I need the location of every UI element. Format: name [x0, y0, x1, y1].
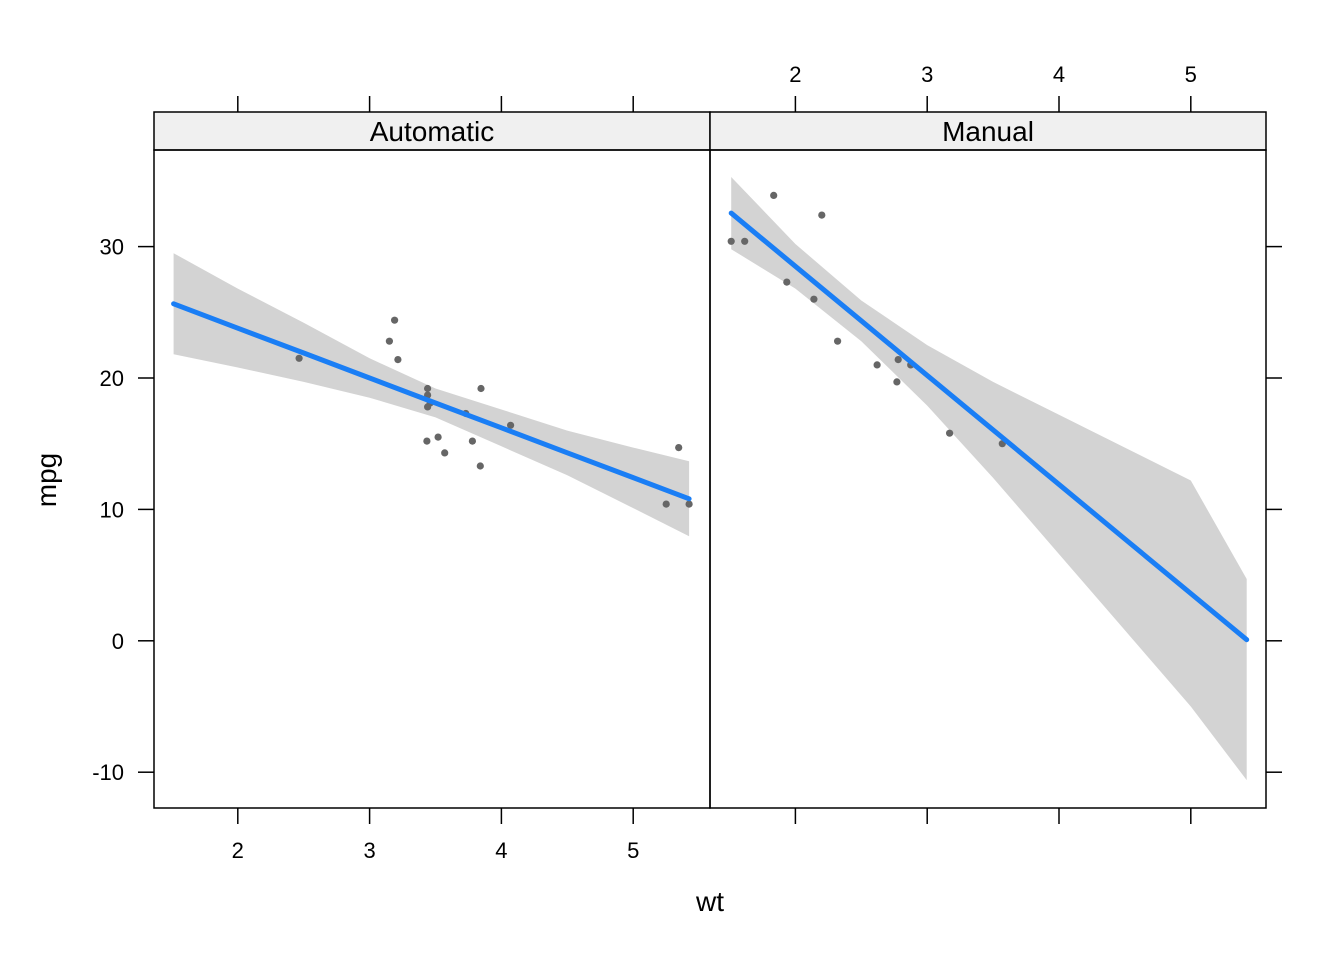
data-point: [391, 316, 399, 324]
data-point: [818, 211, 826, 219]
data-point: [441, 449, 449, 457]
data-point: [946, 429, 954, 437]
data-point: [434, 433, 442, 441]
axes: 2 2 3 3 4 4 5 5 -10 0 10 20 30: [92, 62, 1282, 863]
x-tick-label: 5: [627, 838, 639, 863]
x-axis-title: wt: [695, 886, 724, 917]
data-point: [424, 384, 432, 393]
data-point: [783, 278, 791, 286]
x-tick-label: 3: [921, 62, 933, 87]
x-tick-label: 3: [363, 838, 375, 863]
data-point: [476, 462, 484, 470]
strip-label: Automatic: [370, 116, 495, 147]
confidence-band: [173, 253, 690, 537]
fit-line: [728, 210, 1250, 643]
x-tick-label: 5: [1185, 62, 1197, 87]
confidence-band: [731, 177, 1247, 781]
panel-plot-area: [727, 177, 1250, 781]
data-point: [727, 237, 735, 245]
data-point: [423, 437, 431, 445]
x-tick-label: 4: [1053, 62, 1065, 87]
y-tick-label: 30: [100, 235, 124, 260]
panel-border: [709, 149, 1267, 809]
panel-automatic: Automatic: [153, 111, 711, 809]
data-point: [675, 444, 683, 452]
strip-label: Manual: [942, 116, 1034, 147]
data-point: [385, 337, 393, 345]
data-point: [741, 237, 749, 245]
data-point: [662, 500, 670, 508]
data-point: [770, 191, 778, 199]
x-tick-label: 2: [789, 62, 801, 87]
data-point: [295, 354, 303, 362]
panel-plot-area: [171, 253, 693, 537]
data-point: [873, 361, 881, 369]
y-tick-label: 20: [100, 366, 124, 391]
y-tick-label: 0: [112, 629, 124, 654]
y-tick-label: -10: [92, 760, 124, 785]
x-tick-label: 2: [232, 838, 244, 863]
data-point: [507, 421, 515, 429]
data-point: [394, 356, 402, 364]
data-point: [893, 378, 901, 386]
y-axis-title: mpg: [31, 453, 62, 507]
data-point: [685, 500, 693, 508]
data-point: [477, 384, 485, 393]
y-tick-label: 10: [100, 497, 124, 522]
x-tick-label: 4: [495, 838, 507, 863]
data-point: [810, 295, 818, 303]
data-point: [894, 356, 902, 364]
data-point: [834, 337, 842, 345]
panel-manual: Manual: [709, 111, 1267, 809]
fit-line: [171, 301, 692, 502]
data-point: [468, 437, 476, 445]
